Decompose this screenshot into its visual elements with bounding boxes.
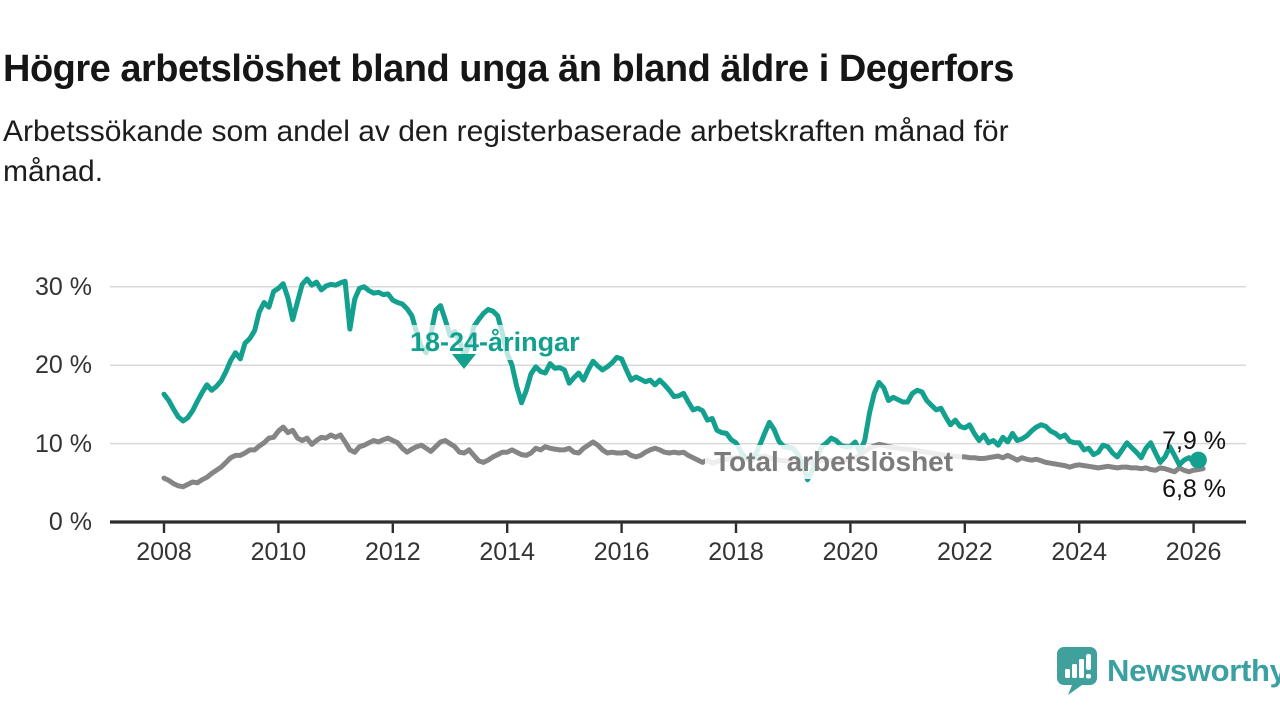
y-axis-tick-label: 0 % bbox=[48, 508, 92, 536]
end-value-label-youth: 7,9 % bbox=[1162, 427, 1226, 455]
x-axis-tick-label: 2016 bbox=[593, 538, 650, 566]
end-value-label-total: 6,8 % bbox=[1162, 475, 1226, 503]
x-axis-tick-label: 2012 bbox=[364, 538, 421, 566]
subtitle-line-1: Arbetssökande som andel av den registerb… bbox=[3, 115, 1009, 148]
newsworthy-logo: Newsworthy bbox=[1056, 646, 1280, 696]
x-axis-tick-label: 2008 bbox=[136, 538, 192, 566]
y-axis-tick-label: 20 % bbox=[35, 351, 92, 380]
y-axis-tick-label: 10 % bbox=[35, 429, 92, 458]
newsworthy-logo-icon bbox=[1057, 647, 1097, 695]
x-axis-tick-label: 2010 bbox=[250, 538, 307, 566]
x-axis-tick-label: 2026 bbox=[1165, 538, 1222, 566]
chart-subtitle: Arbetssökande som andel av den registerb… bbox=[3, 112, 1213, 192]
x-axis-tick-label: 2018 bbox=[708, 538, 764, 566]
series-label-total: Total arbetslöshet bbox=[705, 445, 963, 479]
y-axis-tick-label: 30 % bbox=[35, 272, 92, 301]
series-line-youth bbox=[161, 276, 1201, 483]
x-axis-tick-label: 2020 bbox=[822, 538, 879, 566]
series-label-youth: 18-24-åringar bbox=[405, 325, 585, 360]
x-axis-tick-label: 2022 bbox=[936, 538, 993, 566]
x-axis-tick-label: 2014 bbox=[479, 538, 535, 566]
x-axis-tick-label: 2024 bbox=[1051, 538, 1107, 566]
end-point-dot bbox=[1189, 451, 1207, 469]
arrow-down-icon bbox=[452, 354, 476, 369]
newsworthy-logo-text: Newsworthy bbox=[1107, 653, 1280, 688]
page-title: Högre arbetslöshet bland unga än bland ä… bbox=[3, 48, 1014, 91]
subtitle-line-2: månad. bbox=[3, 155, 104, 188]
series-line-total bbox=[161, 424, 1206, 490]
